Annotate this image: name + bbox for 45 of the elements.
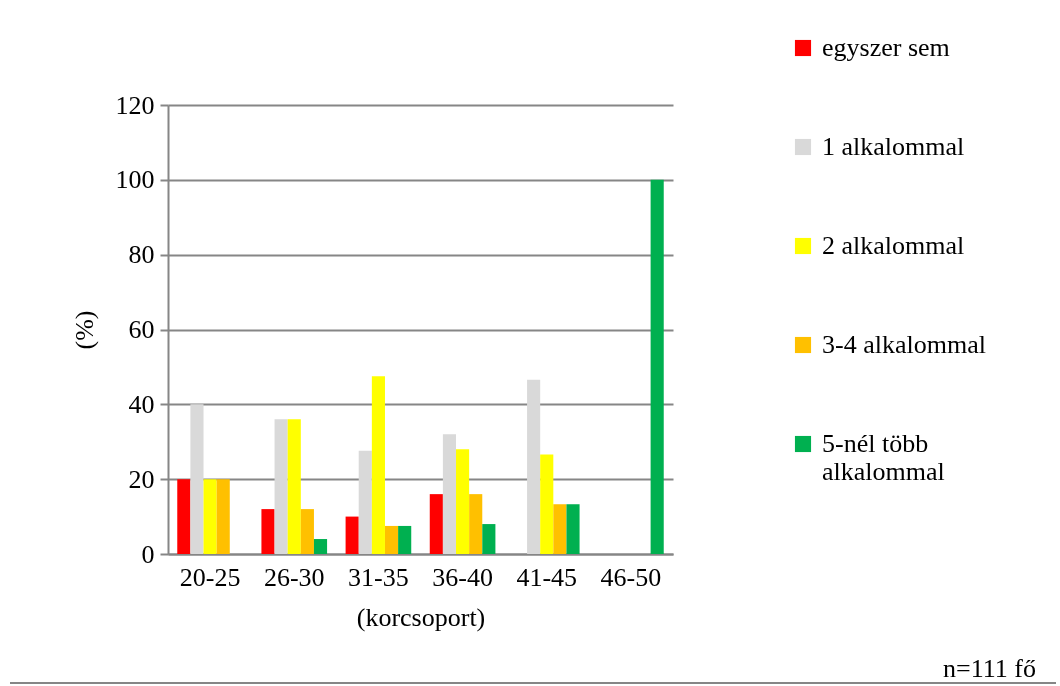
bar <box>442 434 457 554</box>
legend-label: 5-nél több alkalommal <box>822 429 945 486</box>
bar <box>345 516 359 554</box>
x-tick-label: 20-25 <box>179 562 241 592</box>
bar <box>482 524 496 554</box>
bar <box>456 449 470 554</box>
y-tick-label: 0 <box>141 539 155 569</box>
bar <box>358 450 372 554</box>
bar <box>553 504 567 554</box>
bar <box>203 479 217 554</box>
bar <box>371 376 385 554</box>
x-axis-title: (korcsoport) <box>356 602 486 632</box>
bar <box>261 509 275 554</box>
bar <box>384 525 399 554</box>
bar <box>650 179 664 554</box>
bar <box>429 494 443 554</box>
y-tick-label: 40 <box>128 389 155 419</box>
bar <box>313 539 328 554</box>
y-tick-label: 80 <box>128 240 155 270</box>
y-tick-label: 100 <box>115 165 155 195</box>
bar <box>566 504 580 554</box>
legend-label: 2 alkalommal <box>822 231 965 260</box>
y-tick-label: 60 <box>128 315 155 344</box>
bar <box>527 379 541 554</box>
bar <box>469 494 483 554</box>
bar <box>300 509 314 554</box>
bar <box>398 525 412 554</box>
y-tick-label: 120 <box>115 90 155 120</box>
bar <box>274 419 288 554</box>
y-axis-title: (%) <box>69 310 99 350</box>
bar <box>190 404 204 554</box>
x-tick-label: 31-35 <box>348 562 409 592</box>
bar <box>216 479 230 554</box>
bar <box>177 479 191 554</box>
x-tick-label: 26-30 <box>263 562 325 592</box>
bar <box>287 419 301 554</box>
legend-label: 3-4 alkalommal <box>822 330 986 359</box>
x-tick-label: 41-45 <box>516 562 578 592</box>
text: n=111 fő <box>943 654 1036 683</box>
x-tick-label: 46-50 <box>600 562 662 592</box>
legend-label: egyszer sem <box>822 33 950 62</box>
y-tick-label: 20 <box>128 464 155 494</box>
bar <box>540 454 554 554</box>
legend-label: 1 alkalommal <box>822 132 965 161</box>
x-tick-label: 36-40 <box>432 562 493 592</box>
